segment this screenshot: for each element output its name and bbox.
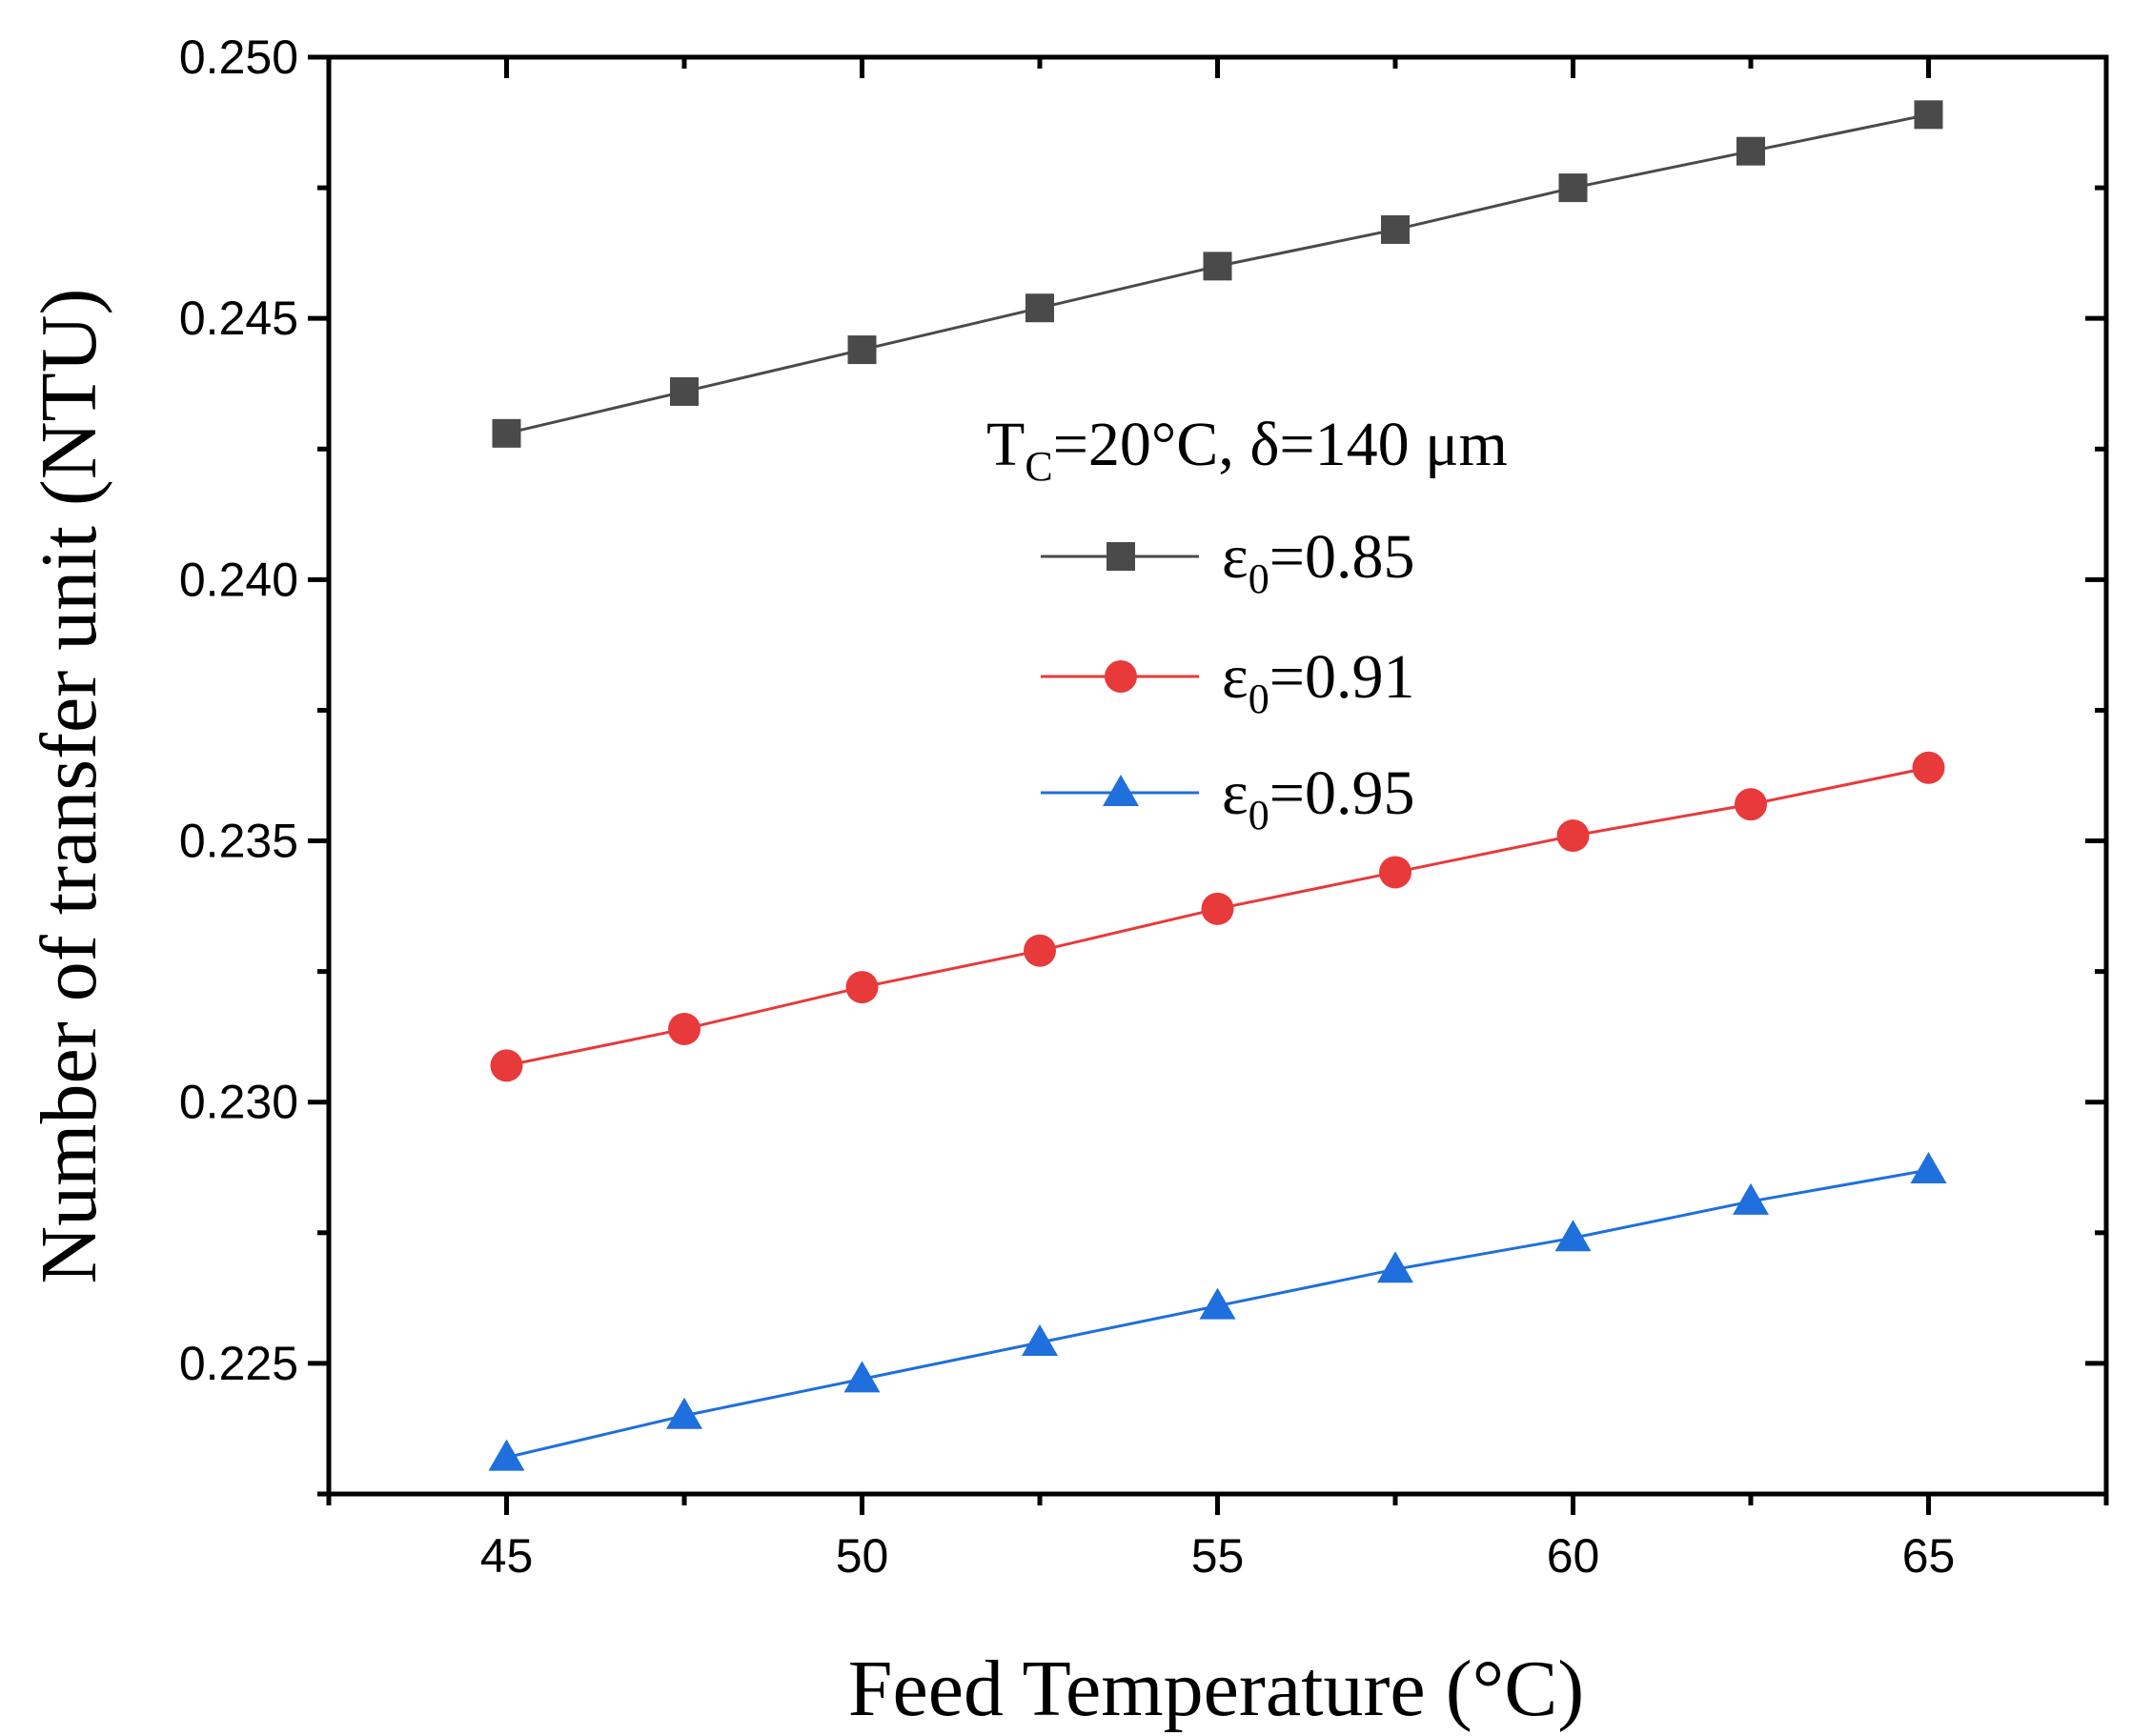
data-point (488, 1439, 525, 1471)
x-tick-label: 65 (1902, 1529, 1956, 1583)
legend-marker-circle (1105, 660, 1137, 693)
data-point (668, 1012, 701, 1045)
data-point (1024, 934, 1056, 967)
data-point (1201, 892, 1234, 925)
legend-item: ε0=0.95 (1041, 758, 1414, 838)
y-tick-label: 0.245 (179, 292, 298, 345)
data-point (1377, 1251, 1413, 1283)
data-point (1736, 136, 1765, 166)
series-circle (490, 751, 1945, 1082)
series-triangle (488, 1152, 1947, 1471)
legend-label: ε0=0.91 (1222, 642, 1414, 722)
x-tick-label: 50 (836, 1529, 889, 1583)
data-point (1203, 252, 1232, 281)
series-square (492, 100, 1943, 448)
data-point (666, 1397, 702, 1429)
data-point (1733, 1182, 1769, 1215)
legend-marker-triangle (1103, 775, 1139, 806)
data-point (847, 335, 877, 365)
data-point (670, 376, 699, 406)
data-point (1381, 214, 1410, 244)
data-point (1022, 1323, 1058, 1356)
x-tick-label: 55 (1191, 1529, 1245, 1583)
data-point (843, 1361, 881, 1393)
data-point (1914, 100, 1943, 130)
data-point (1912, 751, 1945, 784)
data-point (1558, 173, 1588, 203)
y-tick-label: 0.250 (179, 30, 298, 84)
legend-label: ε0=0.95 (1222, 758, 1414, 838)
y-tick-label: 0.225 (179, 1337, 298, 1390)
data-point (1556, 819, 1590, 853)
legend-item: ε0=0.85 (1041, 522, 1414, 602)
data-point (492, 418, 521, 448)
data-point (1199, 1287, 1236, 1320)
data-point (1554, 1220, 1592, 1252)
x-tick-label: 45 (480, 1529, 534, 1583)
x-axis-title: Feed Temperature (°C) (848, 1645, 1585, 1733)
data-point (490, 1049, 523, 1082)
y-tick-label: 0.240 (179, 553, 298, 606)
axes-layer: 45 50 55 60 65 0.225 0.230 0.235 0.240 0.245 0.250 (179, 30, 2109, 1583)
series-layer (488, 100, 1947, 1471)
y-tick-label: 0.230 (179, 1076, 298, 1129)
y-tick-label: 0.235 (179, 815, 298, 868)
legend-item: ε0=0.91 (1041, 642, 1414, 722)
data-point (845, 971, 879, 1004)
legend-label: ε0=0.85 (1222, 522, 1414, 602)
x-tick-label: 60 (1547, 1529, 1600, 1583)
y-axis-title: Number of transfer unit (NTU) (25, 289, 113, 1284)
data-point (1735, 788, 1767, 821)
legend-marker-square (1107, 542, 1135, 571)
data-point (1025, 293, 1054, 323)
data-point (1379, 856, 1411, 889)
legend: TC=20°C, δ=140 μm ε0=0.85 ε0=0.91 ε0=0.95 (986, 410, 1508, 838)
data-point (1910, 1152, 1947, 1184)
legend-title: TC=20°C, δ=140 μm (986, 410, 1508, 490)
